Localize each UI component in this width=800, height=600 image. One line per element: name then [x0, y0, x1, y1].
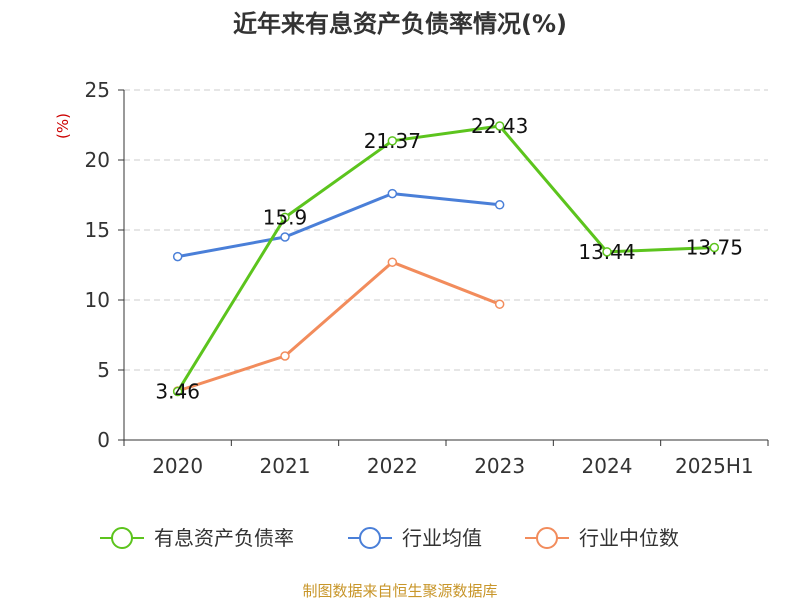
- data-point[interactable]: [387, 257, 398, 267]
- axes: 0 5 10 15 20 25 2020 2021 2022 2023 2024 2025H1: [85, 78, 769, 478]
- legend-label: 行业中位数: [579, 526, 679, 550]
- x-tick-label: 2021: [260, 454, 311, 478]
- data-label: 13.75: [686, 236, 743, 260]
- series-line-0: [176, 124, 715, 393]
- data-label: 15.9: [263, 205, 308, 229]
- legend-item-1[interactable]: 行业均值: [348, 526, 482, 550]
- x-tick-label: 2025H1: [675, 454, 754, 478]
- legend-marker: [111, 527, 133, 549]
- legend-item-0[interactable]: 有息资产负债率: [100, 526, 294, 550]
- data-point[interactable]: [494, 299, 505, 309]
- data-label: 3.46: [155, 380, 200, 404]
- grid: [124, 89, 768, 371]
- data-label: 21.37: [364, 129, 421, 153]
- data-point[interactable]: [387, 136, 398, 146]
- data-point[interactable]: [602, 247, 612, 257]
- data-point[interactable]: [280, 212, 290, 223]
- legend-marker: [359, 527, 381, 549]
- data-point[interactable]: [280, 351, 290, 361]
- series: [172, 121, 720, 397]
- data-label: 22.43: [471, 114, 528, 138]
- data-labels: 3.46 15.9 21.37 22.43 13.44 13.75: [155, 114, 743, 404]
- y-tick-label: 10: [85, 288, 110, 312]
- data-point[interactable]: [387, 188, 398, 199]
- x-tick-label: 2024: [582, 454, 633, 478]
- data-point[interactable]: [172, 386, 183, 397]
- x-tick-label: 2022: [367, 454, 418, 478]
- data-point[interactable]: [494, 121, 505, 131]
- data-point[interactable]: [280, 232, 290, 242]
- y-tick-label: 15: [85, 218, 110, 242]
- legend-label: 行业均值: [402, 526, 482, 550]
- y-tick-label: 25: [85, 78, 110, 102]
- x-tick-label: 2023: [474, 454, 525, 478]
- series-line-1: [177, 192, 500, 259]
- y-tick-label: 20: [85, 148, 110, 172]
- chart-title: 近年来有息资产负债率情况(%): [233, 10, 567, 38]
- x-tick-label: 2020: [152, 454, 203, 478]
- data-label: 13.44: [578, 240, 635, 264]
- y-tick-label: 5: [97, 358, 110, 382]
- y-axis-unit: (%): [54, 113, 72, 139]
- series-line-2: [177, 260, 501, 393]
- data-point[interactable]: [494, 200, 505, 210]
- y-tick-label: 0: [97, 428, 110, 452]
- legend-item-2[interactable]: 行业中位数: [525, 526, 679, 550]
- legend-marker: [536, 527, 558, 549]
- data-point[interactable]: [709, 242, 720, 253]
- legend[interactable]: 有息资产负债率 行业均值 行业中位数: [100, 526, 679, 550]
- source-note: 制图数据来自恒生聚源数据库: [302, 582, 497, 600]
- data-point[interactable]: [172, 251, 183, 262]
- legend-label: 有息资产负债率: [154, 526, 294, 550]
